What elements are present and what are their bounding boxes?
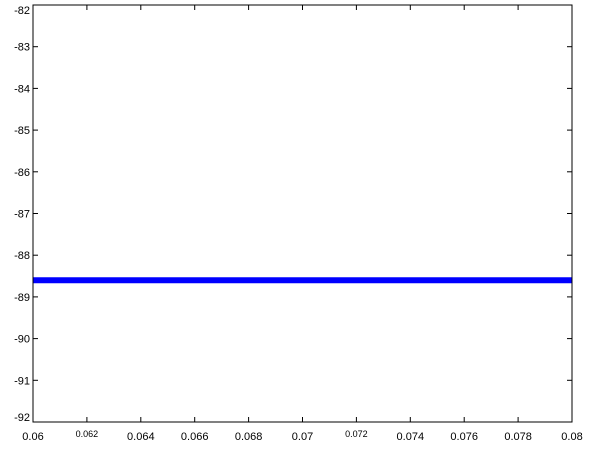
y-tick-label: -87 bbox=[14, 209, 30, 221]
x-tick-label: 0.08 bbox=[561, 431, 582, 443]
y-tick-label: -88 bbox=[14, 250, 30, 262]
x-tick-label: 0.062 bbox=[76, 429, 99, 439]
y-tick-label: -85 bbox=[14, 125, 30, 137]
y-tick-label: -86 bbox=[14, 167, 30, 179]
y-tick-label: -90 bbox=[14, 334, 30, 346]
x-tick-label: 0.072 bbox=[345, 429, 368, 439]
y-tick-label: -91 bbox=[14, 375, 30, 387]
y-tick-label: -84 bbox=[14, 83, 30, 95]
x-tick-label: 0.07 bbox=[292, 431, 313, 443]
tick-labels: 0.06 0.062 0.064 0.066 0.068 0.07 0.072 0.074 0.… bbox=[14, 5, 583, 443]
x-tick-label: 0.064 bbox=[127, 431, 155, 443]
y-tick-label: -92 bbox=[14, 412, 30, 424]
y-tick-label: -83 bbox=[14, 42, 30, 54]
x-tick-label: 0.078 bbox=[504, 431, 532, 443]
y-tick-label: -82 bbox=[14, 5, 30, 17]
plot-background bbox=[33, 5, 572, 422]
x-tick-label: 0.068 bbox=[235, 431, 263, 443]
x-tick-label: 0.076 bbox=[450, 431, 478, 443]
y-tick-label: -89 bbox=[14, 292, 30, 304]
x-tick-label: 0.06 bbox=[22, 431, 43, 443]
x-tick-label: 0.066 bbox=[181, 431, 209, 443]
plot-frame bbox=[32, 4, 573, 423]
x-tick-label: 0.074 bbox=[397, 431, 425, 443]
